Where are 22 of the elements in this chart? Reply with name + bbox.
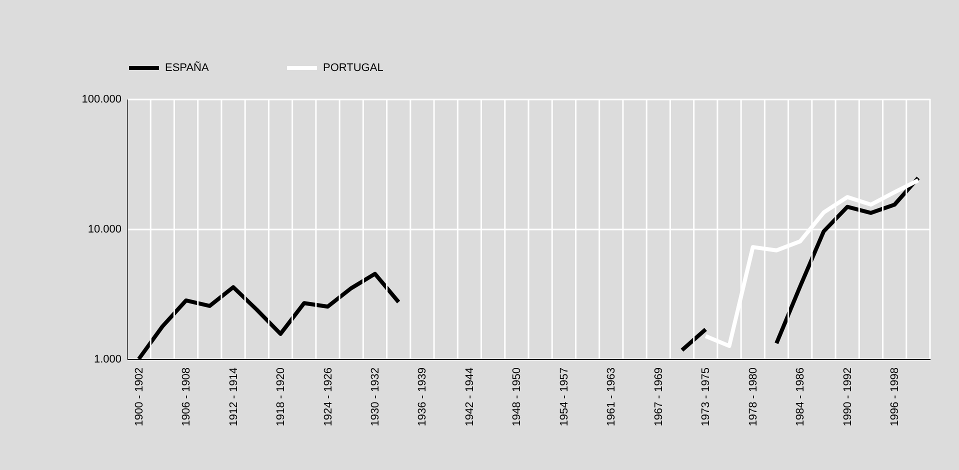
x-tick-label: 1990 - 1992 [842,368,854,426]
x-tick-label: 1967 - 1969 [652,368,665,426]
x-tick-label: 1912 - 1914 [228,368,240,426]
y-tick-label: 1.000 [94,354,122,366]
x-tick-label: 1948 - 1950 [511,368,524,426]
x-tick-label: 1978 - 1980 [747,368,760,426]
x-tick-label: 1936 - 1939 [416,368,429,426]
legend-label: ESPAÑA [165,61,210,74]
x-tick-label: 1918 - 1920 [275,368,288,426]
x-tick-label: 1961 - 1963 [606,368,618,426]
y-tick-label: 10.000 [88,224,122,236]
x-tick-label: 1954 - 1957 [558,368,570,426]
x-tick-label: 1984 - 1986 [794,368,807,426]
x-tick-label: 1900 - 1902 [133,368,146,426]
legend-label: PORTUGAL [323,62,384,74]
x-tick-label: 1906 - 1908 [180,368,193,426]
x-tick-label: 1942 - 1944 [464,368,476,426]
x-tick-label: 1930 - 1932 [369,368,382,426]
x-tick-label: 1973 - 1975 [700,368,712,426]
y-tick-label: 100.000 [82,94,122,106]
x-tick-label: 1996 - 1998 [889,368,902,426]
x-tick-label: 1924 - 1926 [322,368,334,426]
